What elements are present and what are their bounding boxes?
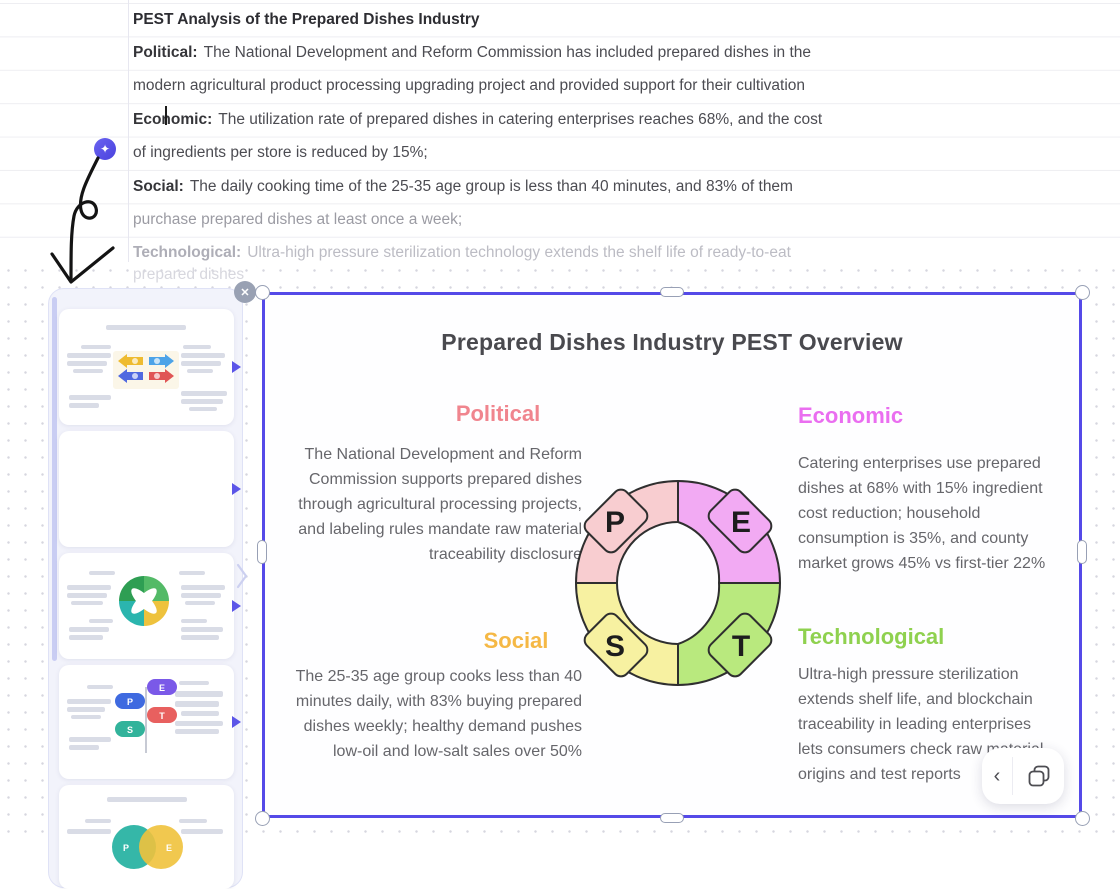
template-sidebar: P E T S P E xyxy=(48,288,243,889)
insert-template-button[interactable] xyxy=(232,600,241,612)
doc-line-label: Technological: xyxy=(133,244,242,262)
pest-donut-diagram: P E S T xyxy=(575,480,781,686)
diagram-floating-toolbar: ‹ xyxy=(982,748,1064,804)
resize-handle-bottom-right[interactable] xyxy=(1074,810,1090,826)
doc-line[interactable]: modern agricultural product processing u… xyxy=(133,70,805,103)
doc-line-text: modern agricultural product processing u… xyxy=(133,77,806,95)
doc-line-faded: prepared dishes xyxy=(133,266,245,283)
insert-template-button[interactable] xyxy=(232,483,241,495)
doc-line[interactable]: Technological: Ultra-high pressure steri… xyxy=(133,237,791,270)
economic-heading: Economic xyxy=(798,403,904,428)
svg-text:P: P xyxy=(127,697,133,707)
close-icon: ✕ xyxy=(240,286,250,299)
donut-letter-p: P xyxy=(605,506,625,539)
economic-text: Catering enterprises use prepared dishes… xyxy=(798,455,1046,572)
donut-letter-e: E xyxy=(731,506,751,539)
document-margin-rule xyxy=(128,0,129,262)
resize-handle-top-center[interactable] xyxy=(660,287,684,297)
technological-text: Ultra-high pressure sterilization extend… xyxy=(798,666,1044,783)
doc-line-text: The National Development and Reform Comm… xyxy=(203,43,812,61)
resize-handle-left-middle[interactable] xyxy=(257,540,267,564)
political-text: The National Development and Reform Comm… xyxy=(298,446,582,563)
resize-handle-right-middle[interactable] xyxy=(1077,540,1087,564)
template-card-flags[interactable]: P E T S xyxy=(59,665,234,779)
venn-template-thumbnail: P E xyxy=(67,797,223,869)
expand-diagram-button[interactable] xyxy=(1013,748,1064,804)
donut-letter-t: T xyxy=(732,630,750,663)
political-heading: Political xyxy=(455,401,541,426)
social-heading: Social xyxy=(483,628,549,653)
chevron-left-icon: ‹ xyxy=(993,764,1001,787)
diagram-title: Prepared Dishes Industry PEST Overview xyxy=(441,329,903,355)
doc-heading[interactable]: PEST Analysis of the Prepared Dishes Ind… xyxy=(133,10,480,28)
sidebar-expand-handle[interactable] xyxy=(236,560,248,592)
sidebar-close-button[interactable]: ✕ xyxy=(234,281,256,303)
doc-line-label: Economic: xyxy=(133,110,213,128)
ai-sparkle-icon: ✦ xyxy=(99,142,111,156)
document-editor-area[interactable]: PEST Analysis of the Prepared Dishes Ind… xyxy=(0,0,1120,262)
doc-line[interactable]: Political: The National Development and … xyxy=(133,36,811,69)
annotation-arrow xyxy=(50,156,115,284)
doc-line-label: Social: xyxy=(133,177,184,195)
pinwheel-template-thumbnail xyxy=(67,571,225,640)
ai-assistant-button[interactable]: ✦ xyxy=(94,138,116,160)
sidebar-scrollbar[interactable] xyxy=(52,297,57,661)
doc-line-label: Political: xyxy=(133,43,198,61)
template-card-blank[interactable] xyxy=(59,431,234,547)
svg-text:T: T xyxy=(159,711,165,721)
insert-template-button[interactable] xyxy=(232,361,241,373)
template-card-pinwheel[interactable] xyxy=(59,553,234,659)
svg-text:S: S xyxy=(127,725,133,735)
text-cursor xyxy=(165,106,167,125)
arrows-template-thumbnail xyxy=(67,325,227,411)
collapse-toolbar-button[interactable]: ‹ xyxy=(982,748,1012,804)
pest-diagram-item[interactable]: Prepared Dishes Industry PEST Overview P… xyxy=(262,292,1082,818)
resize-handle-bottom-left[interactable] xyxy=(254,810,270,826)
social-text: The 25-35 age group cooks less than 40 m… xyxy=(295,668,582,760)
template-card-venn[interactable]: P E xyxy=(59,785,234,889)
donut-letter-s: S xyxy=(605,630,625,663)
insert-template-button[interactable] xyxy=(232,716,241,728)
flags-template-thumbnail: P E T S xyxy=(67,679,223,753)
doc-line-text: purchase prepared dishes at least once a… xyxy=(133,210,463,228)
resize-handle-top-left[interactable] xyxy=(254,284,270,300)
doc-line-text: The utilization rate of prepared dishes … xyxy=(218,110,823,128)
resize-handle-bottom-center[interactable] xyxy=(660,813,684,823)
doc-line[interactable]: of ingredients per store is reduced by 1… xyxy=(133,137,428,170)
toolbar-divider xyxy=(1012,757,1013,795)
doc-line[interactable]: purchase prepared dishes at least once a… xyxy=(133,203,462,236)
technological-heading: Technological xyxy=(798,624,945,649)
svg-text:P: P xyxy=(123,843,129,853)
template-card-arrows[interactable] xyxy=(59,309,234,425)
doc-line-text: Ultra-high pressure sterilization techno… xyxy=(247,244,791,262)
resize-handle-top-right[interactable] xyxy=(1074,284,1090,300)
doc-line[interactable]: Social: The daily cooking time of the 25… xyxy=(133,170,793,203)
doc-line-text: of ingredients per store is reduced by 1… xyxy=(133,144,428,162)
doc-line[interactable]: Economic: The utilization rate of prepar… xyxy=(133,103,822,136)
svg-text:E: E xyxy=(166,843,172,853)
expand-icon xyxy=(1028,765,1049,787)
svg-text:E: E xyxy=(159,683,165,693)
doc-line-text: The daily cooking time of the 25-35 age … xyxy=(189,177,793,195)
